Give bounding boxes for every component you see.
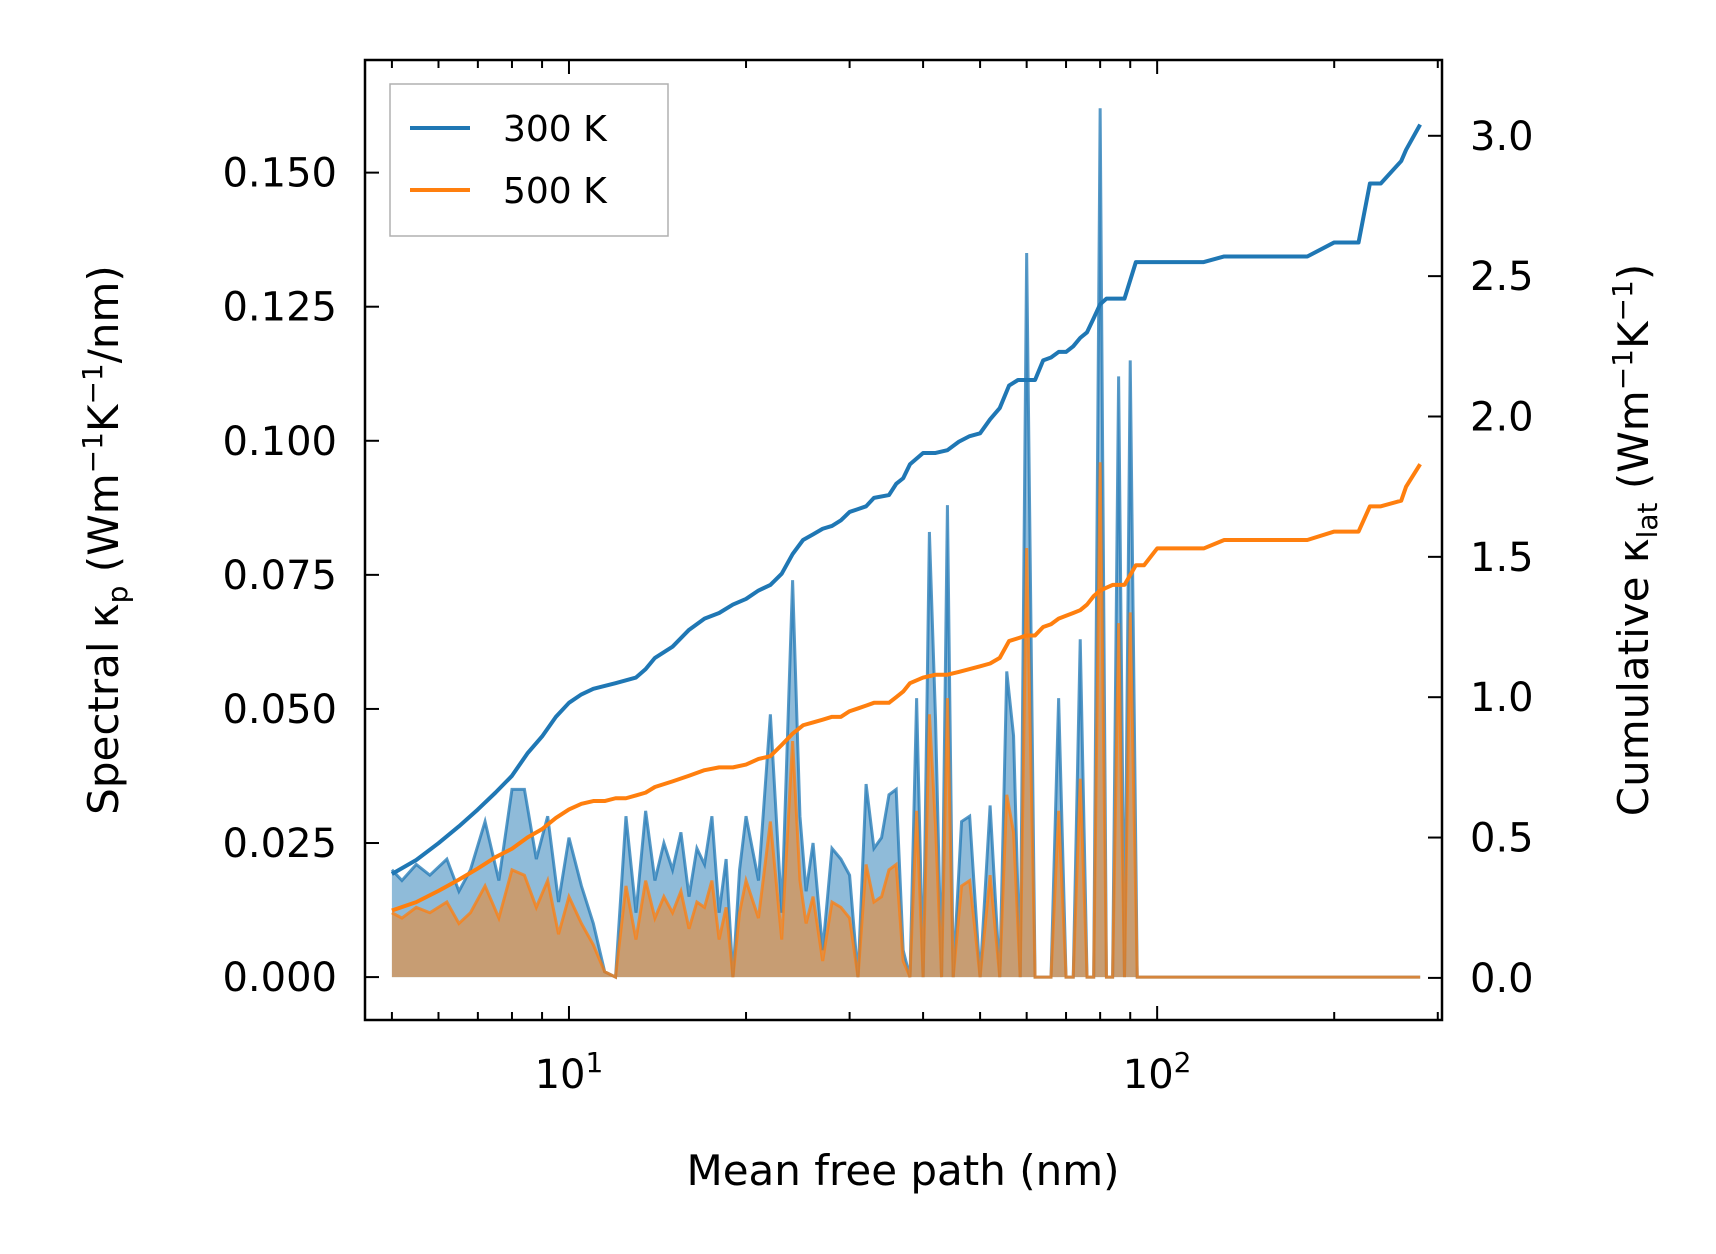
y-left-tick-label: 0.075 <box>222 553 337 599</box>
series-line-500-k-spectral <box>391 462 1421 980</box>
y-right-tick-label: 2.0 <box>1470 394 1534 440</box>
y-right-tick-label: 3.0 <box>1470 114 1534 160</box>
y-right-tick-label: 0.5 <box>1470 816 1534 862</box>
y-left-title-main: Spectral κ <box>79 603 128 815</box>
y-right-tick-label: 2.5 <box>1470 254 1534 300</box>
y-right-tick-label: 0.0 <box>1470 956 1534 1002</box>
legend-label-300k: 300 K <box>503 109 608 150</box>
y-left-title-unit-w: (Wm <box>79 473 128 585</box>
y-right-title-main: Cumulative κ <box>1609 538 1658 816</box>
y-right-title-unit-k: K <box>1609 320 1658 349</box>
x-tick-label: 101 <box>535 1046 604 1098</box>
x-tick-label: 102 <box>1123 1046 1192 1098</box>
y-right-title-sup-2: −1 <box>1606 280 1639 321</box>
legend: 300 K 500 K <box>389 83 669 237</box>
series-line-500-k <box>391 463 1422 913</box>
y-left-axis-title: Spectral κp (Wm−1K−1/nm) <box>76 265 134 815</box>
series-lines <box>390 108 1422 980</box>
axis-ticks <box>365 60 1442 1020</box>
y-right-title-close: ) <box>1609 264 1658 280</box>
legend-box <box>389 83 669 237</box>
y-left-title-sub: p <box>101 586 134 604</box>
y-right-title-sub: lat <box>1631 502 1664 538</box>
y-left-title-sup-1: −1 <box>76 432 109 473</box>
x-axis-title: Mean free path (nm) <box>686 1146 1119 1195</box>
y-left-tick-label: 0.125 <box>222 285 337 331</box>
y-left-title-sup-2: −1 <box>76 363 109 404</box>
spectral-fills <box>391 108 1421 978</box>
y-left-title-unit-nm: /nm) <box>79 265 128 363</box>
series-line-300-k <box>390 123 1422 876</box>
y-left-tick-label: 0.150 <box>222 151 337 197</box>
y-right-tick-label: 1.0 <box>1470 675 1534 721</box>
y-left-tick-label: 0.050 <box>222 687 337 733</box>
plot-frame <box>363 58 1444 1022</box>
y-right-tick-label: 1.5 <box>1470 535 1534 581</box>
y-right-title-unit-w: (Wm <box>1609 390 1658 502</box>
series-fill-500-k-spectral <box>391 462 1421 978</box>
series-fill-300-k-spectral <box>391 108 1421 978</box>
y-left-title-unit-k: K <box>79 403 128 432</box>
tick-labels: 0.000 0.025 0.050 0.075 0.100 0.125 0.150 0.0 0.… <box>222 114 1533 1098</box>
y-left-tick-label: 0.000 <box>222 955 337 1001</box>
y-right-axis-title: Cumulative κlat (Wm−1K−1) <box>1606 264 1664 816</box>
y-right-title-sup-1: −1 <box>1606 349 1639 390</box>
y-left-tick-label: 0.100 <box>222 419 337 465</box>
legend-label-500k: 500 K <box>503 171 608 212</box>
y-left-tick-label: 0.025 <box>222 821 337 867</box>
